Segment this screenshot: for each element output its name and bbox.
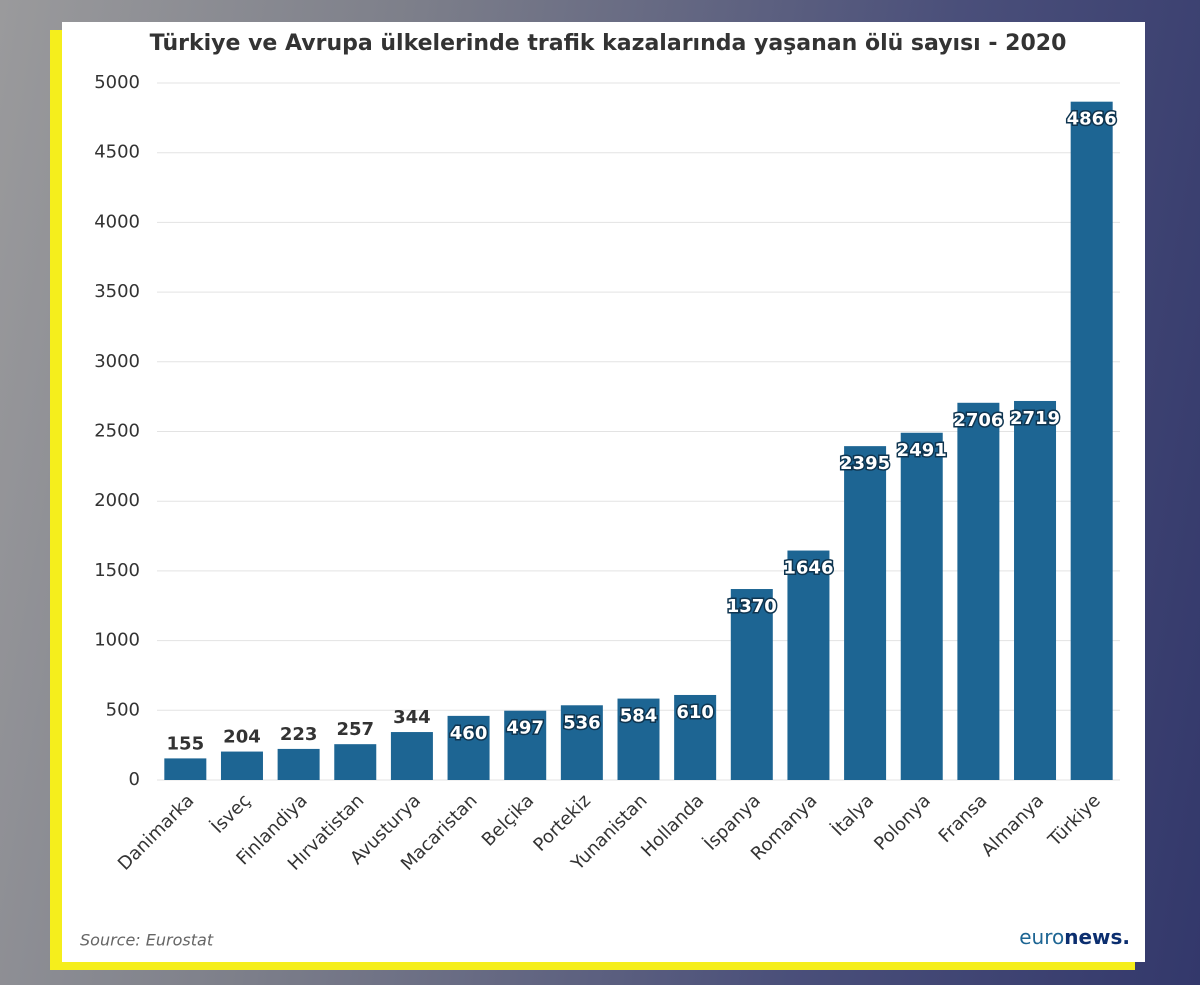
bar [957, 402, 1000, 780]
bar [164, 758, 207, 780]
y-tick-label: 3000 [94, 351, 140, 372]
value-label: 1646 [783, 558, 833, 579]
bar [504, 710, 547, 780]
y-tick-label: 0 [129, 769, 140, 790]
y-tick-label: 4500 [94, 142, 140, 163]
source: Source: Eurostat [80, 931, 214, 950]
value-label: 344 [393, 707, 431, 728]
value-label: 4866 [1067, 109, 1117, 130]
logo-part: news. [1064, 925, 1130, 949]
value-label: 155 [167, 733, 205, 754]
y-tick-label: 1000 [94, 630, 140, 651]
value-label: 204 [223, 727, 261, 748]
y-tick-label: 1500 [94, 560, 140, 581]
value-label: 2719 [1010, 408, 1060, 429]
bar [844, 446, 887, 780]
bar [674, 694, 717, 780]
bar [277, 748, 320, 780]
chart-title: Türkiye ve Avrupa ülkelerinde trafik kaz… [150, 31, 1067, 56]
bar [730, 589, 773, 780]
bar [787, 550, 830, 780]
logo: euronews. [1019, 925, 1130, 949]
value-label: 2395 [840, 453, 890, 474]
value-label: 257 [336, 719, 374, 740]
bar [617, 698, 660, 780]
value-label: 497 [506, 718, 544, 739]
bar [1070, 101, 1113, 780]
y-tick-label: 2000 [94, 490, 140, 511]
value-label: 223 [280, 724, 318, 745]
value-label: 536 [563, 712, 601, 733]
y-tick-label: 5000 [94, 72, 140, 93]
bar [390, 732, 433, 780]
value-label: 1370 [727, 596, 777, 617]
bar [900, 432, 943, 780]
y-tick-label: 500 [106, 699, 140, 720]
bar [560, 705, 603, 780]
bar [447, 715, 490, 780]
y-tick-label: 2500 [94, 421, 140, 442]
bar [334, 744, 377, 780]
bar [220, 751, 263, 780]
logo-part: euro [1019, 925, 1064, 949]
value-label: 2706 [953, 410, 1003, 431]
y-tick-label: 3500 [94, 281, 140, 302]
value-label: 610 [676, 702, 714, 723]
value-label: 460 [450, 723, 488, 744]
y-tick-label: 4000 [94, 211, 140, 232]
value-label: 584 [620, 706, 658, 727]
value-label: 2491 [897, 440, 947, 461]
bar [1014, 400, 1057, 780]
